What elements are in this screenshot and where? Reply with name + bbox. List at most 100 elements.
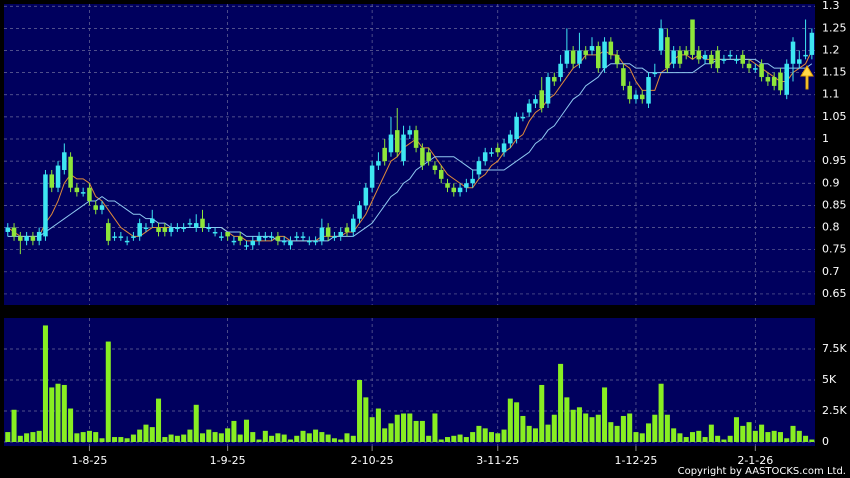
volume-bar: [281, 434, 287, 442]
candle-body: [162, 227, 168, 232]
candle-body: [118, 236, 124, 238]
candle-body: [181, 227, 186, 230]
candle-body: [482, 152, 488, 162]
candle-body: [596, 46, 601, 69]
volume-bar: [338, 439, 344, 442]
candle-body: [187, 223, 193, 225]
volume-bar: [17, 435, 23, 442]
candle-body: [577, 50, 582, 64]
candle-body: [5, 227, 11, 232]
candle-body: [351, 218, 356, 232]
volume-bar: [382, 428, 388, 442]
candle-body: [665, 37, 670, 69]
volume-bar: [68, 408, 74, 442]
volume-bar: [36, 430, 42, 442]
volume-bar: [262, 430, 268, 442]
candle-body: [256, 236, 262, 241]
volume-bar: [683, 437, 689, 442]
candle-body: [740, 54, 746, 64]
moving-average-line: [7, 58, 813, 242]
candle-body: [445, 183, 450, 188]
volume-bar: [752, 430, 758, 442]
volume-bar: [470, 432, 476, 442]
volume-bar: [199, 433, 206, 442]
volume-bar: [407, 413, 413, 442]
candle-body: [382, 147, 387, 162]
candle-body: [797, 59, 802, 64]
candle-body: [307, 240, 312, 243]
candle-body: [401, 134, 406, 162]
volume-bar: [796, 430, 802, 442]
volume-bar: [696, 430, 702, 442]
candle-body: [589, 46, 595, 51]
candle-body: [112, 236, 117, 238]
volume-bar: [124, 438, 130, 442]
candle-body: [68, 156, 73, 188]
candle-body: [470, 178, 475, 184]
candle-body: [533, 99, 538, 104]
volume-bar: [627, 413, 633, 442]
volume-bar: [727, 435, 733, 442]
candle-body: [319, 227, 325, 241]
candle-body: [803, 54, 808, 57]
volume-bar: [287, 439, 293, 442]
candle-body: [124, 240, 130, 243]
volume-bar: [319, 432, 325, 442]
volume-bar: [457, 434, 463, 442]
candle-body: [149, 218, 155, 224]
candle-body: [193, 223, 199, 228]
candle-body: [658, 28, 664, 51]
volume-bar: [583, 413, 589, 442]
candle-body: [765, 77, 771, 82]
volume-bar: [93, 432, 99, 442]
volume-bar: [294, 435, 300, 442]
candle-body: [55, 165, 61, 188]
volume-bar: [771, 430, 777, 442]
volume-bar: [331, 438, 337, 442]
volume-bar: [105, 341, 111, 442]
volume-bar: [438, 439, 444, 442]
x-tick-label: 3-11-25: [476, 454, 519, 467]
candle-body: [175, 227, 180, 230]
x-tick-label: 1-9-25: [210, 454, 246, 467]
candle-body: [614, 54, 620, 64]
candle-body: [231, 240, 237, 243]
candle-body: [36, 231, 42, 241]
volume-bar: [193, 404, 199, 442]
candle-body: [514, 116, 519, 140]
volume-bar: [313, 429, 319, 442]
candle-body: [639, 94, 645, 100]
volume-bar: [30, 432, 36, 442]
volume-bar: [243, 419, 249, 442]
volume-bar: [49, 387, 55, 442]
volume-bar: [149, 427, 155, 442]
candle-body: [746, 63, 752, 69]
volume-bar: [733, 417, 739, 442]
volume-bar: [539, 384, 545, 442]
volume-bar: [677, 433, 683, 442]
volume-bar: [564, 397, 570, 442]
volume-bar: [357, 380, 363, 442]
candle-body: [627, 85, 632, 100]
candle-body: [325, 227, 331, 237]
candle-body: [652, 72, 658, 75]
candle-body: [413, 130, 419, 148]
volume-bar: [765, 432, 771, 442]
candle-body: [99, 205, 105, 210]
candle-body: [690, 19, 695, 55]
candle-body: [106, 223, 111, 241]
volume-bar: [532, 428, 538, 442]
candle-body: [137, 223, 142, 237]
y-tick-label: 1: [822, 132, 829, 145]
candle-body: [288, 240, 293, 246]
volume-bar: [495, 433, 501, 442]
candle-body: [394, 130, 400, 153]
candle-body: [696, 50, 702, 60]
candle-body: [143, 227, 149, 230]
candle-body: [621, 68, 626, 86]
y-tick-label: 0.65: [822, 287, 847, 300]
y-tick-label: 1.25: [822, 21, 847, 34]
y-tick-label: 0.75: [822, 243, 847, 256]
volume-bar: [388, 423, 394, 442]
candle-body: [489, 152, 494, 154]
